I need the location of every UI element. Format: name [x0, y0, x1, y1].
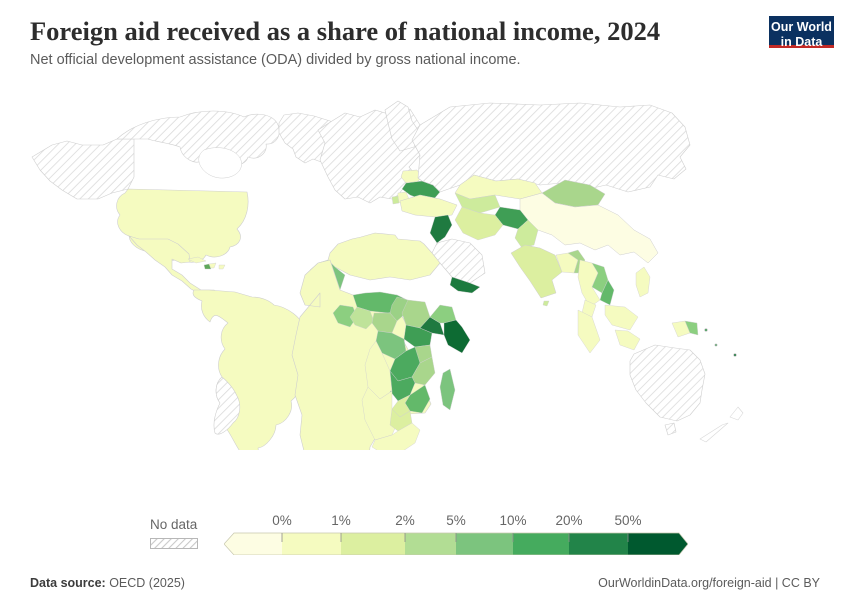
svg-text:50%: 50% [614, 515, 641, 528]
svg-text:0%: 0% [272, 515, 292, 528]
svg-text:20%: 20% [555, 515, 582, 528]
svg-text:10%: 10% [499, 515, 526, 528]
svg-text:5%: 5% [446, 515, 466, 528]
svg-text:1%: 1% [331, 515, 351, 528]
svg-text:2%: 2% [395, 515, 415, 528]
